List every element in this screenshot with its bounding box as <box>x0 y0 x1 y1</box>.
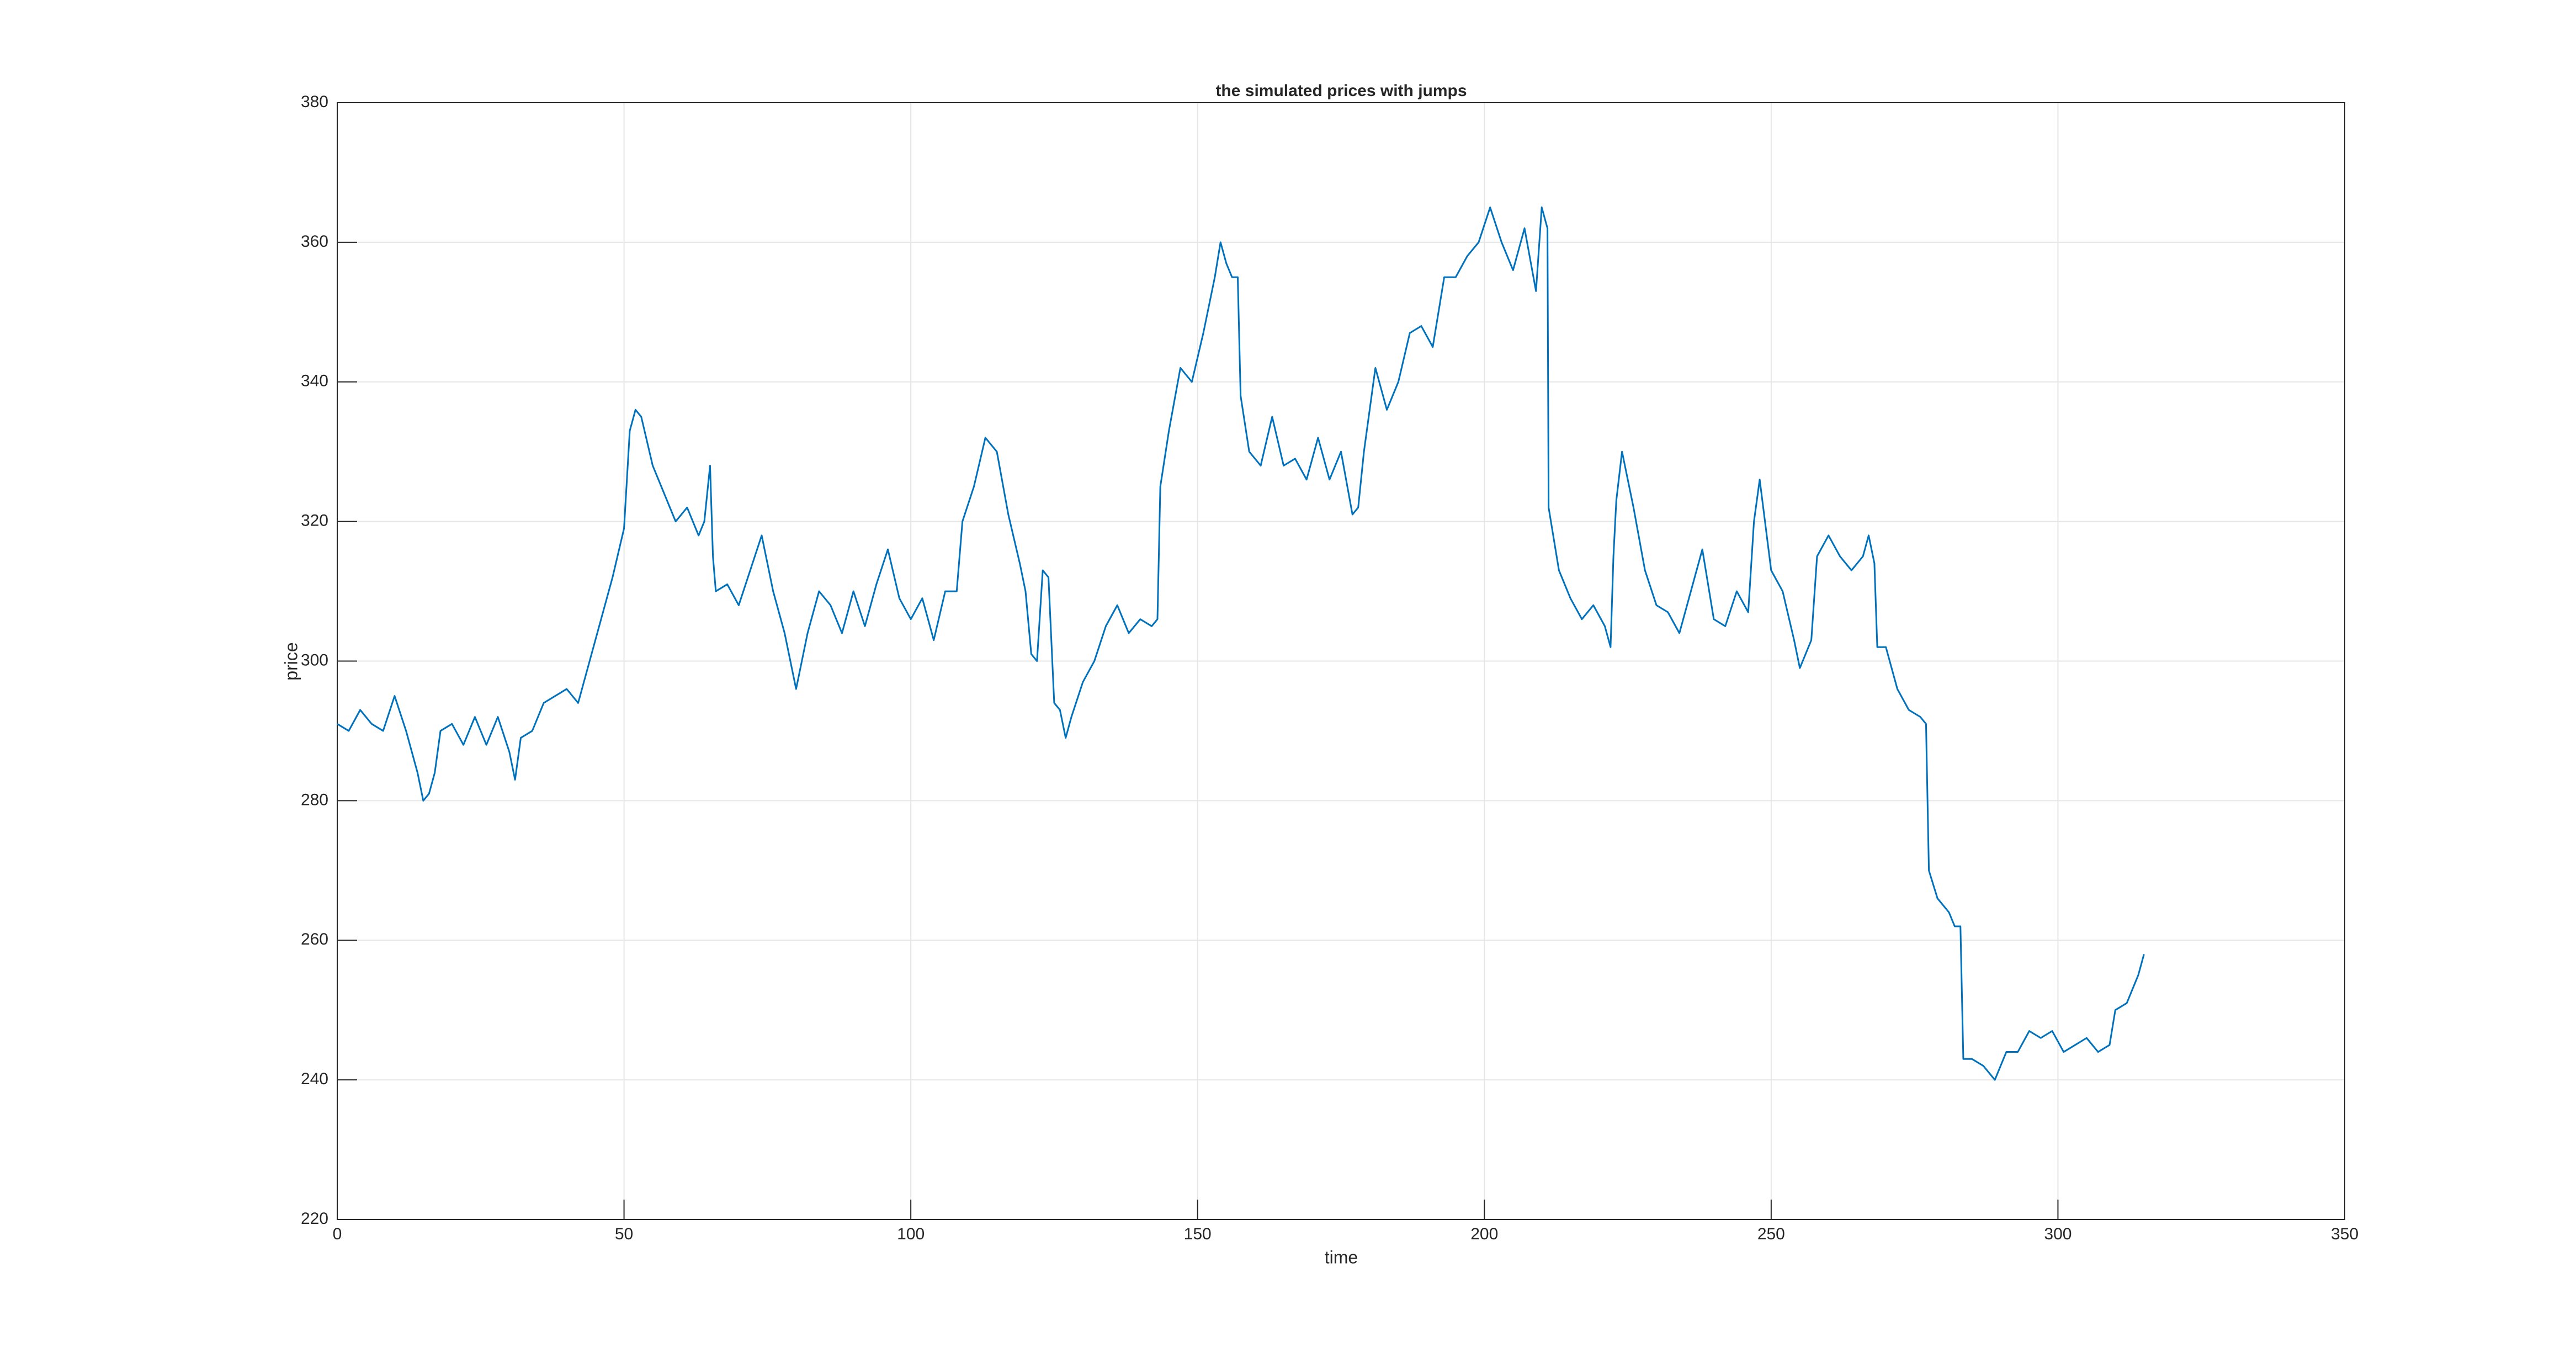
x-tick-label: 300 <box>2044 1225 2072 1243</box>
x-tick-label: 200 <box>1470 1225 1498 1243</box>
y-tick-label: 300 <box>301 651 328 669</box>
x-tick-label: 50 <box>615 1225 633 1243</box>
x-tick-label: 350 <box>2331 1225 2359 1243</box>
y-tick-label: 320 <box>301 512 328 530</box>
y-tick-label: 360 <box>301 232 328 251</box>
x-tick-label: 100 <box>897 1225 925 1243</box>
y-tick-label: 380 <box>301 93 328 111</box>
x-tick-label: 250 <box>1757 1225 1785 1243</box>
y-tick-label: 340 <box>301 372 328 390</box>
axes-box <box>337 102 2345 1220</box>
y-tick-label: 280 <box>301 791 328 809</box>
y-tick-label: 260 <box>301 930 328 948</box>
y-tick-label: 220 <box>301 1210 328 1228</box>
chart-title: the simulated prices with jumps <box>1215 82 1467 100</box>
y-axis-label: price <box>281 642 301 680</box>
x-axis-label: time <box>1325 1247 1358 1267</box>
x-tick-label: 0 <box>333 1225 342 1243</box>
x-tick-label: 150 <box>1184 1225 1212 1243</box>
price-line <box>337 206 2145 1081</box>
y-tick-label: 240 <box>301 1070 328 1088</box>
